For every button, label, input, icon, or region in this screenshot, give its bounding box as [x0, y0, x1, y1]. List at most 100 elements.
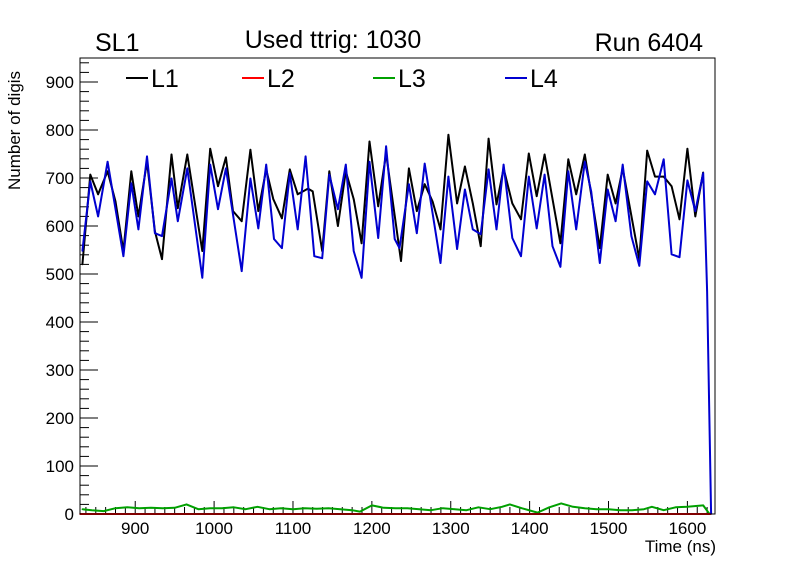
data-point-l4 — [289, 172, 291, 174]
data-point-l4 — [393, 238, 396, 240]
data-point-l1 — [423, 183, 426, 186]
data-point-l4 — [408, 183, 410, 186]
data-point-l4 — [345, 163, 347, 166]
data-point-l4 — [360, 277, 363, 279]
data-point-l3 — [173, 506, 176, 509]
data-point-l4 — [599, 262, 601, 264]
data-point-l4 — [240, 270, 243, 272]
data-point-l3 — [371, 504, 373, 507]
data-point-l4 — [590, 190, 592, 193]
data-point-l3 — [584, 507, 586, 510]
data-point-l1 — [416, 210, 418, 212]
data-point-l1 — [311, 190, 314, 193]
data-point-l4 — [575, 228, 577, 231]
x-tick-label: 1100 — [275, 519, 312, 538]
data-point-l1 — [106, 170, 109, 173]
data-point-l4 — [706, 290, 708, 292]
data-point-l3 — [233, 506, 235, 509]
data-point-l4 — [313, 255, 316, 258]
data-point-l4 — [97, 215, 99, 218]
y-tick-label: 900 — [46, 73, 74, 92]
x-tick-label: 1300 — [432, 519, 470, 538]
data-point-l3 — [114, 507, 117, 510]
data-point-l4 — [606, 188, 609, 191]
data-point-l4 — [296, 228, 299, 231]
data-point-l3 — [595, 508, 598, 511]
y-tick-label: 100 — [46, 457, 74, 476]
data-point-l1 — [479, 245, 482, 247]
data-point-l1 — [520, 218, 522, 221]
data-point-l1 — [654, 175, 656, 178]
data-point-l3 — [406, 507, 409, 510]
data-point-l1 — [281, 217, 283, 220]
data-point-l4 — [502, 163, 505, 166]
data-point-l4 — [472, 228, 474, 231]
data-point-l1 — [511, 202, 514, 205]
data-point-l1 — [328, 170, 331, 173]
data-point-l4 — [670, 253, 673, 256]
data-point-l3 — [150, 506, 152, 509]
data-point-l3 — [280, 507, 282, 510]
title-left: SL1 — [95, 29, 139, 57]
data-point-l1 — [272, 198, 275, 200]
x-tick-label: 900 — [121, 519, 149, 538]
data-point-l3 — [430, 509, 432, 511]
data-point-l1 — [472, 202, 474, 205]
x-tick-label: 1400 — [511, 519, 549, 538]
data-point-l1 — [528, 152, 530, 155]
data-point-l3 — [662, 509, 665, 511]
plot-frame — [79, 57, 716, 515]
legend-label: L4 — [530, 65, 558, 93]
legend-entry-l1: L1 — [126, 65, 179, 93]
data-point-l4 — [543, 173, 546, 176]
data-point-l1 — [584, 153, 586, 156]
chart-title: Used ttrig: 1030 — [245, 26, 422, 54]
data-point-l4 — [456, 248, 458, 250]
legend-entry-l2: L2 — [242, 65, 295, 93]
data-point-l4 — [122, 255, 125, 258]
data-point-l1 — [337, 225, 339, 227]
data-point-l4 — [321, 257, 323, 259]
data-point-l4 — [630, 235, 633, 237]
data-point-l3 — [536, 511, 539, 514]
data-point-l4 — [621, 163, 624, 166]
x-axis-label: Time (ns) — [645, 537, 716, 556]
data-point-l4 — [177, 220, 179, 222]
data-point-l4 — [528, 175, 530, 178]
data-point-l4 — [170, 177, 173, 180]
data-point-l3 — [304, 507, 306, 510]
data-point-l4 — [702, 172, 704, 174]
data-point-l1 — [559, 242, 562, 245]
data-point-l4 — [161, 235, 163, 237]
data-point-l4 — [678, 256, 681, 259]
data-point-l4 — [511, 237, 514, 239]
data-point-l1 — [535, 195, 538, 198]
data-point-l1 — [296, 193, 299, 196]
data-point-l4 — [137, 228, 140, 231]
data-point-l3 — [268, 508, 271, 511]
data-point-l4 — [186, 167, 189, 170]
data-point-l4 — [487, 168, 490, 171]
data-point-l4 — [398, 247, 401, 249]
data-point-l3 — [138, 507, 140, 510]
data-point-l1 — [439, 228, 442, 231]
data-point-l1 — [678, 218, 681, 221]
data-point-l1 — [177, 207, 179, 210]
data-point-l1 — [694, 215, 697, 218]
data-point-l4 — [439, 262, 442, 264]
data-point-l4 — [584, 160, 586, 163]
title-right: Run 6404 — [595, 29, 704, 57]
data-point-l4 — [368, 160, 371, 163]
data-point-l1 — [201, 250, 204, 252]
data-point-l3 — [548, 506, 551, 509]
data-point-l1 — [408, 167, 410, 170]
data-point-l1 — [456, 202, 458, 205]
data-point-l1 — [360, 242, 363, 245]
data-point-l4 — [464, 188, 466, 191]
legend-label: L1 — [151, 65, 179, 93]
data-point-l3 — [489, 508, 491, 511]
data-point-l1 — [464, 165, 466, 168]
data-point-l3 — [619, 509, 622, 511]
y-tick-label: 0 — [65, 505, 74, 524]
data-point-l4 — [273, 238, 275, 240]
